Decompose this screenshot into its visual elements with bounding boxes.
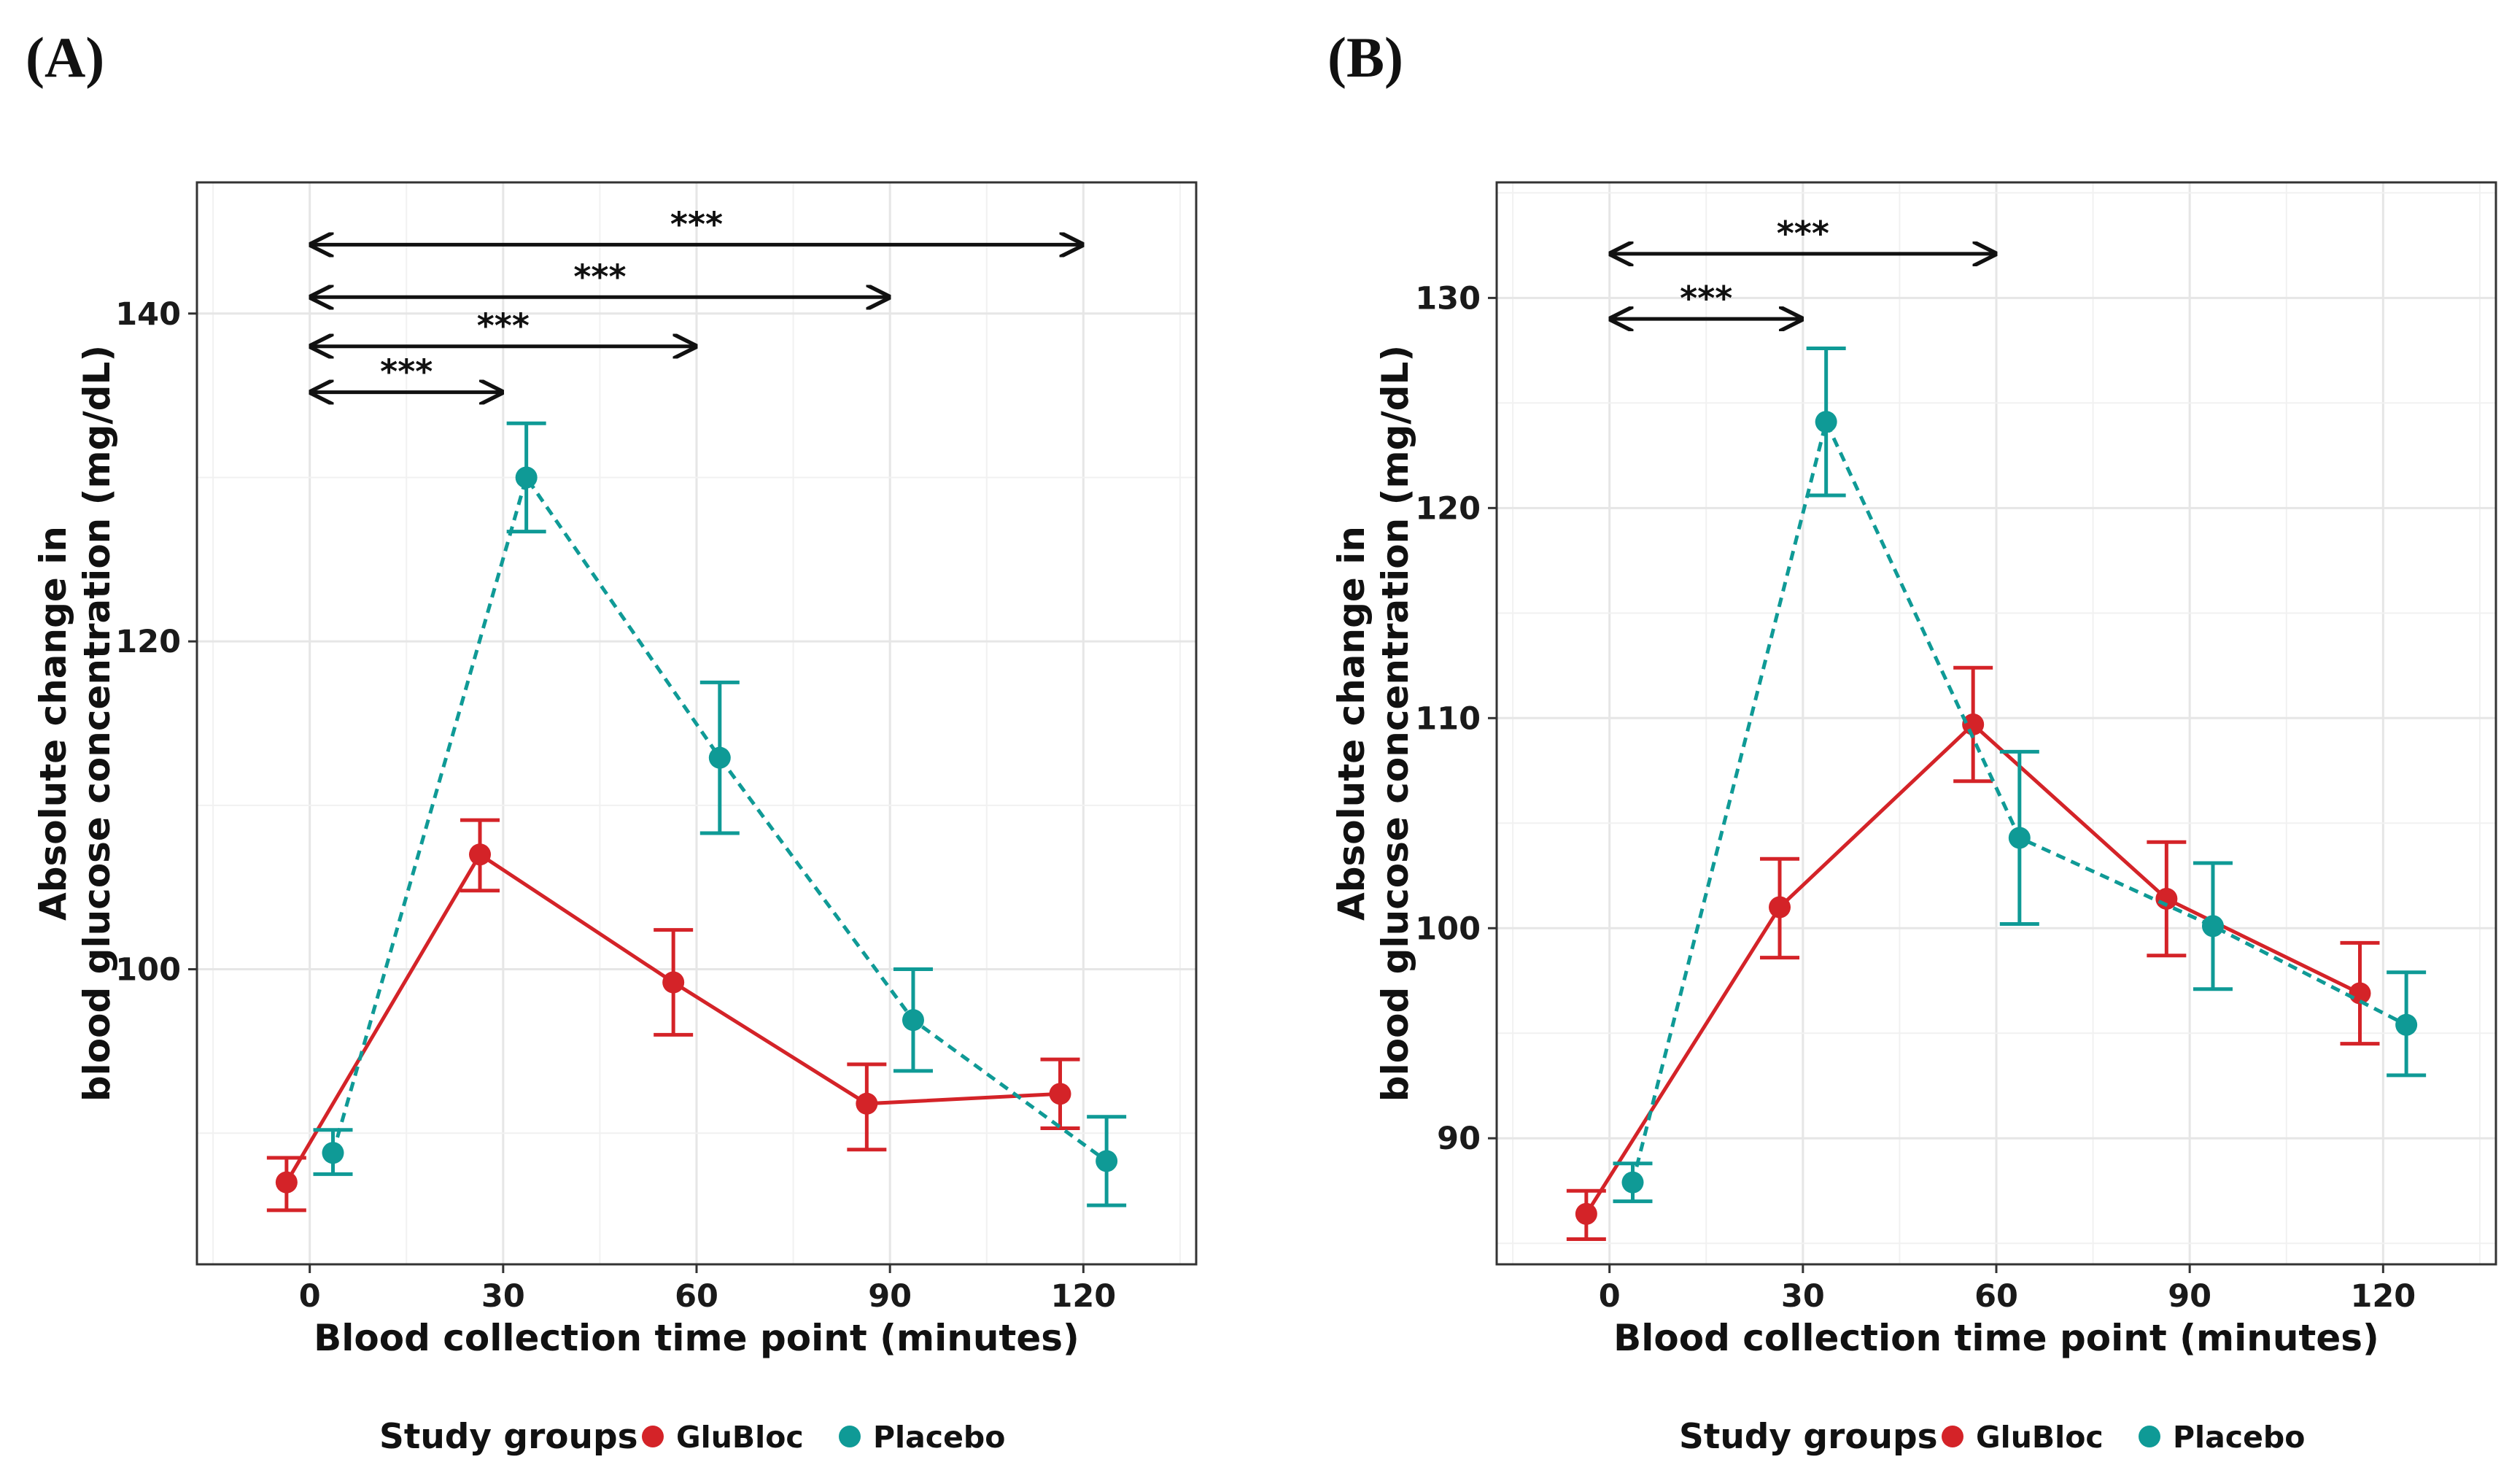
data-point (1769, 896, 1791, 919)
y-tick-label: 110 (1415, 700, 1481, 737)
legend-label-placebo: Placebo (2173, 1420, 2305, 1455)
y-axis-title-line: Absolute change in (32, 526, 74, 921)
x-tick-label: 60 (675, 1278, 718, 1315)
data-point (1096, 1150, 1118, 1172)
data-point (2349, 982, 2371, 1005)
panel-label: (A) (26, 26, 104, 89)
x-axis-title: Blood collection time point (minutes) (314, 1317, 1079, 1359)
legend: Study groups GluBloc Placebo (1679, 1417, 2305, 1457)
series-placebo (1613, 346, 2427, 1204)
legend-label-glubloc: GluBloc (1976, 1420, 2104, 1455)
x-axis-title: Blood collection time point (minutes) (1613, 1317, 2379, 1359)
x-tick-label: 0 (1599, 1278, 1621, 1315)
significance-label: *** (1680, 279, 1732, 318)
x-tick-label: 30 (481, 1278, 525, 1315)
y-tick-label: 120 (1415, 490, 1481, 527)
x-tick-label: 90 (2168, 1278, 2211, 1315)
significance-label: *** (573, 257, 626, 296)
x-tick-label: 0 (299, 1278, 321, 1315)
legend-label-glubloc: GluBloc (676, 1420, 804, 1455)
data-point (662, 971, 685, 994)
data-point (856, 1092, 878, 1115)
legend-title: Study groups (1679, 1417, 1938, 1457)
y-axis-title-line: blood glucose concentration (mg/dL) (1374, 345, 1416, 1102)
x-tick-label: 120 (1050, 1278, 1116, 1315)
legend-key-placebo (2139, 1426, 2160, 1447)
series-line-placebo (331, 473, 1108, 1163)
data-point (2201, 915, 2224, 937)
legend-key-placebo (839, 1426, 861, 1447)
y-tick-label: 90 (1437, 1121, 1481, 1157)
x-tick-label: 30 (1781, 1278, 1825, 1315)
data-point (1815, 411, 1837, 433)
y-axis-title-line: blood glucose concentration (mg/dL) (76, 345, 118, 1102)
significance-label: *** (380, 352, 433, 392)
data-point (2008, 827, 2031, 849)
legend-key-glubloc (1942, 1426, 1963, 1447)
chart-panel-1: (B) 0 30 60 90 120 90 100 110 120 130 Blood collect… (1327, 26, 2497, 1457)
data-point (708, 746, 731, 769)
significance-label: *** (1777, 214, 1829, 253)
y-tick-label: 100 (115, 952, 181, 989)
x-tick-label: 120 (2350, 1278, 2416, 1315)
panel-label: (B) (1327, 26, 1403, 89)
x-tick-label: 60 (1974, 1278, 2018, 1315)
y-axis-title-line: Absolute change in (1330, 526, 1373, 921)
x-tick-label: 90 (868, 1278, 912, 1315)
series-glubloc (266, 818, 1080, 1213)
series-placebo (313, 421, 1127, 1207)
data-point (1621, 1171, 1644, 1194)
legend-title: Study groups (379, 1417, 638, 1457)
data-point (902, 1009, 924, 1032)
data-point (322, 1142, 344, 1164)
y-tick-label: 100 (1415, 910, 1481, 947)
data-point (1962, 713, 1985, 735)
data-point (275, 1171, 298, 1194)
data-point (1049, 1083, 1071, 1105)
legend: Study groups GluBloc Placebo (379, 1417, 1005, 1457)
legend-label-placebo: Placebo (873, 1420, 1005, 1455)
significance-label: *** (670, 204, 723, 244)
y-tick-label: 140 (115, 296, 181, 333)
y-tick-label: 120 (115, 624, 181, 660)
chart-panel-0: (A) 0 30 60 90 120 100 120 140 Blood collection t… (26, 26, 1198, 1457)
data-point (515, 466, 538, 489)
y-tick-label: 130 (1415, 280, 1481, 317)
data-point (469, 843, 492, 866)
data-point (2395, 1013, 2418, 1036)
legend-key-glubloc (642, 1426, 664, 1447)
significance-label: *** (477, 306, 530, 346)
data-point (1575, 1202, 1597, 1225)
